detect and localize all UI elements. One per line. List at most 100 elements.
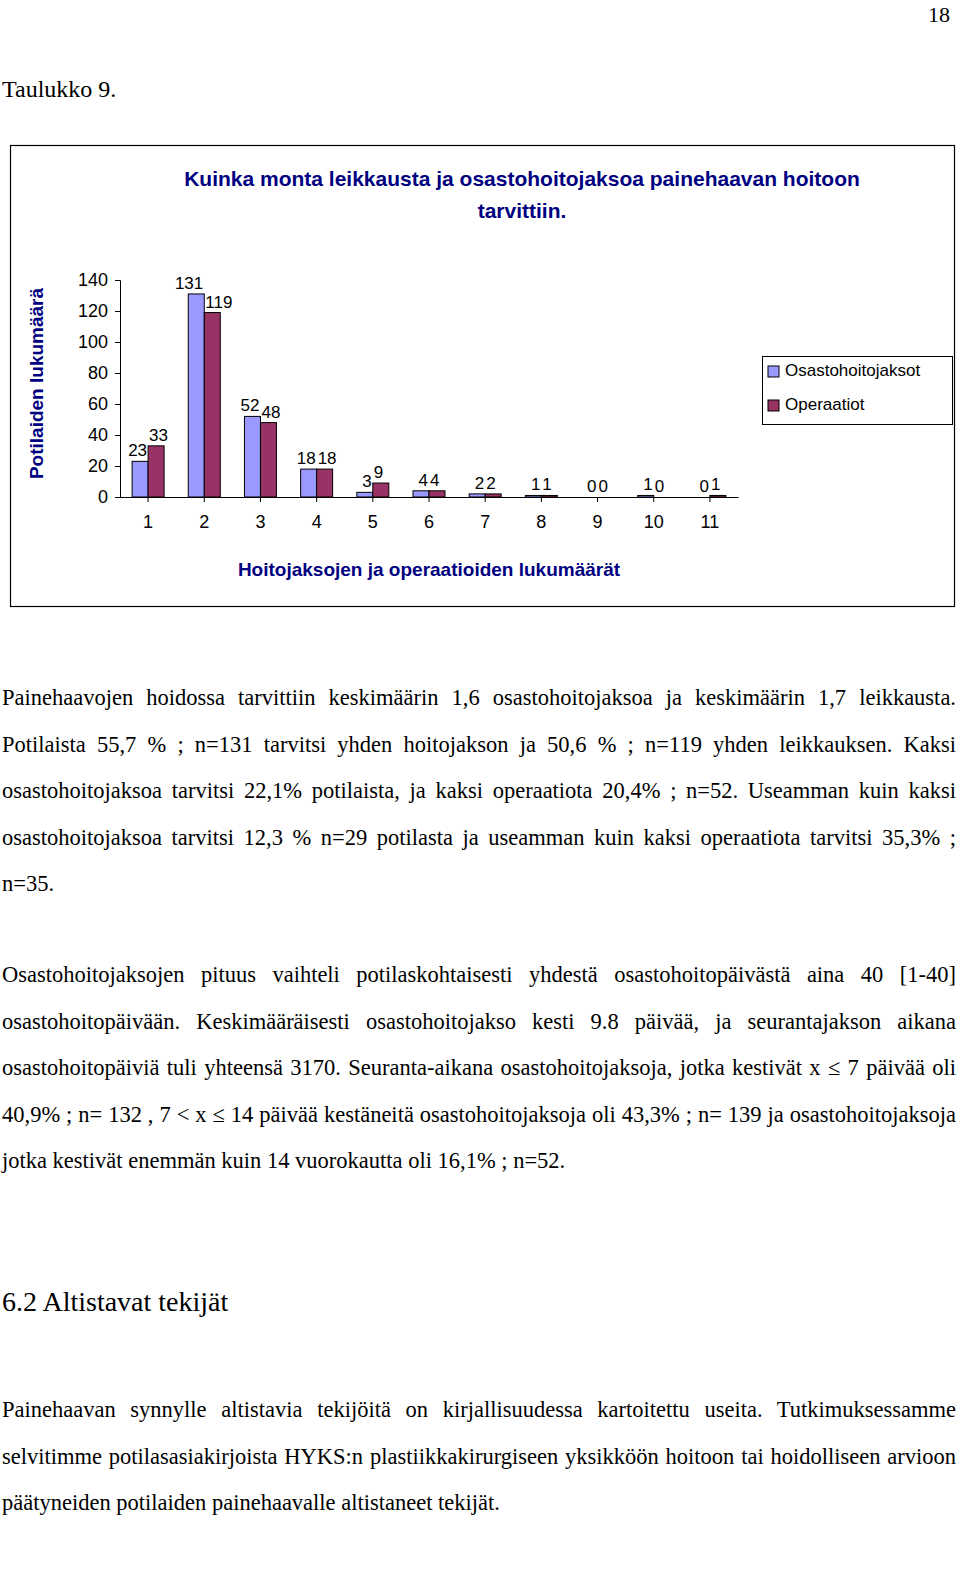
x-tick <box>372 497 373 502</box>
y-tick-group: 100 <box>78 332 120 352</box>
x-tick-group: 3 <box>255 497 265 532</box>
data-label: 1 <box>531 475 540 494</box>
data-label: 2 <box>475 474 484 493</box>
data-label: 0 <box>699 477 708 496</box>
y-tick <box>115 342 120 343</box>
bar <box>301 469 317 497</box>
y-tick <box>115 373 120 374</box>
x-tick <box>204 497 205 502</box>
x-tick <box>429 497 430 502</box>
y-tick-group: 60 <box>88 394 120 414</box>
data-label: 52 <box>241 396 260 415</box>
y-tick-label: 20 <box>88 456 108 476</box>
x-tick <box>709 497 710 502</box>
bar <box>525 495 541 497</box>
y-tick <box>115 497 120 498</box>
data-label: 1 <box>711 475 720 494</box>
data-label: 119 <box>205 293 232 312</box>
paragraph: Painehaavan synnylle altistavia tekijöit… <box>2 1387 956 1527</box>
paragraph: Painehaavojen hoidossa tarvittiin keskim… <box>2 675 956 908</box>
legend-item: Osastohoitojaksot <box>768 361 920 380</box>
bar <box>541 495 557 497</box>
y-tick-group: 80 <box>88 363 120 383</box>
x-tick-group: 10 <box>644 497 664 532</box>
legend-box <box>763 357 953 425</box>
y-tick-group: 0 <box>98 487 120 507</box>
data-label: 18 <box>297 449 316 468</box>
x-tick-label: 10 <box>644 512 664 532</box>
y-tick-group: 140 <box>78 270 120 290</box>
y-axis: 0 20 40 60 80 100 120 140 <box>78 270 121 507</box>
legend: Osastohoitojaksot Operaatiot <box>763 357 953 425</box>
x-axis: 1 2 3 4 5 6 7 8 9 10 11 <box>121 497 739 532</box>
x-tick-group: 7 <box>480 497 490 532</box>
bar <box>357 492 373 497</box>
paragraph: Osastohoitojaksojen pituus vaihteli poti… <box>2 952 956 1185</box>
y-tick <box>115 280 120 281</box>
data-label: 33 <box>149 426 168 445</box>
legend-label: Osastohoitojaksot <box>785 361 920 380</box>
x-tick-label: 7 <box>480 512 490 532</box>
bar <box>148 446 164 497</box>
x-tick-label: 1 <box>143 512 153 532</box>
y-tick-label: 120 <box>78 301 108 321</box>
bar <box>710 495 726 497</box>
y-tick <box>115 404 120 405</box>
x-tick-group: 2 <box>199 497 209 532</box>
x-tick-group: 6 <box>424 497 434 532</box>
x-tick-label: 11 <box>701 512 720 532</box>
bar <box>188 294 204 497</box>
x-tick <box>653 497 654 502</box>
x-tick-label: 2 <box>199 512 209 532</box>
y-tick-label: 80 <box>88 363 108 383</box>
chart-frame <box>11 146 955 607</box>
x-tick-label: 9 <box>593 512 603 532</box>
y-tick <box>115 435 120 436</box>
data-label: 0 <box>599 477 608 496</box>
data-label: 4 <box>430 471 439 490</box>
x-tick <box>316 497 317 502</box>
y-tick-label: 140 <box>78 270 108 290</box>
bar <box>469 494 485 497</box>
data-label: 131 <box>175 274 203 293</box>
data-label: 9 <box>374 463 383 482</box>
x-tick-label: 8 <box>536 512 546 532</box>
y-tick-label: 100 <box>78 332 108 352</box>
x-tick <box>485 497 486 502</box>
bar <box>429 491 445 497</box>
bar <box>204 313 220 497</box>
y-tick-group: 120 <box>78 301 120 321</box>
bar <box>413 491 429 497</box>
legend-swatch <box>768 400 779 411</box>
data-label: 23 <box>128 441 147 460</box>
heading: 6.2 Altistavat tekijät <box>2 1286 228 1318</box>
x-tick-group: 5 <box>368 497 378 532</box>
x-tick <box>597 497 598 502</box>
legend-label: Operaatiot <box>785 395 865 414</box>
y-axis-line <box>115 281 121 498</box>
x-tick-group: 4 <box>312 497 322 532</box>
data-label: 3 <box>362 472 371 491</box>
legend-item: Operaatiot <box>768 395 865 414</box>
page-number: 18 <box>928 2 950 28</box>
x-tick <box>148 497 149 502</box>
y-tick-group: 40 <box>88 425 120 445</box>
bar <box>260 423 276 497</box>
y-tick-label: 60 <box>88 394 108 414</box>
bar <box>485 494 501 497</box>
x-tick-label: 3 <box>255 512 265 532</box>
x-tick-group: 1 <box>143 497 153 532</box>
data-label: 1 <box>643 475 652 494</box>
y-tick-label: 40 <box>88 425 108 445</box>
bar <box>132 461 148 497</box>
x-axis-title: Hoitojaksojen ja operaatioiden lukumäärä… <box>238 559 621 580</box>
data-label: 2 <box>486 474 495 493</box>
caption: Taulukko 9. <box>2 76 116 103</box>
bar <box>638 495 654 497</box>
y-axis-title: Potilaiden lukumäärä <box>26 288 47 480</box>
data-label: 0 <box>655 477 664 496</box>
x-tick-label: 6 <box>424 512 434 532</box>
x-tick-group: 9 <box>593 497 603 532</box>
y-tick <box>115 311 120 312</box>
x-tick <box>541 497 542 502</box>
